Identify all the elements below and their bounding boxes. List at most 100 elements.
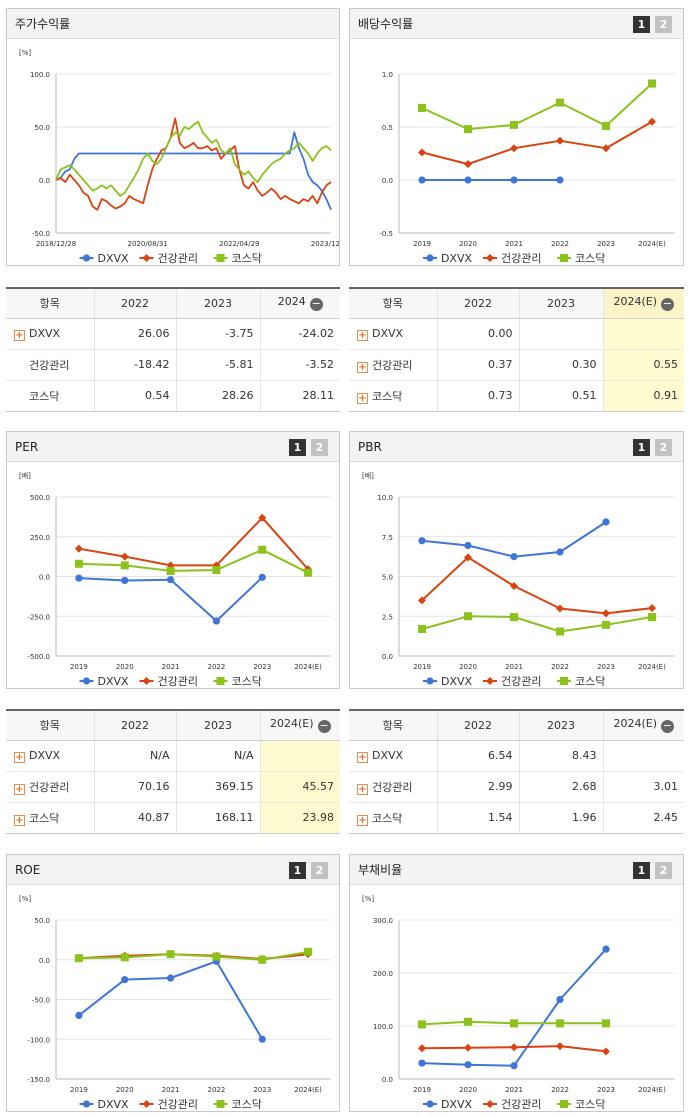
y-tick-label: -500.0 [27, 653, 50, 661]
x-tick-label: 2019 [413, 240, 431, 248]
expand-icon[interactable]: + [357, 783, 368, 795]
page-1-button[interactable]: 1 [633, 862, 650, 879]
stock-return-chart: [%] 100.0 50.0 0.0 -50.0 2018/12/28 2020/08/31… [19, 49, 340, 265]
data-point-dxvx [166, 576, 175, 584]
pbr-panel: PBR 1 2 [배] 10.0 7.5 5.0 2.5 0.0 2019 2020 2021 2… [349, 431, 684, 689]
row-label[interactable]: + DXVX [349, 318, 437, 350]
row-label[interactable]: + 코스닥 [14, 811, 60, 826]
collapse-icon[interactable]: − [661, 719, 675, 734]
row-label[interactable]: + 건강관리 [6, 771, 94, 803]
expand-icon[interactable]: + [357, 361, 368, 373]
row-label[interactable]: + DXVX [349, 740, 437, 772]
row-label[interactable]: + 코스닥 [357, 811, 403, 826]
page-2-button[interactable]: 2 [655, 862, 672, 879]
data-point-kosdaq [556, 627, 564, 636]
page-1-button[interactable]: 1 [633, 16, 650, 33]
pbr-title: PBR [350, 432, 683, 462]
y-tick-label: 2.5 [382, 613, 393, 621]
collapse-icon[interactable]: − [317, 719, 331, 734]
series-kosdaq [418, 612, 656, 636]
legend-item-healthcare[interactable]: 건강관리 [483, 252, 541, 265]
y-tick-label: 0.0 [382, 177, 393, 185]
x-tick-label: 2024(E) [638, 663, 666, 671]
y-tick-label: 0.0 [39, 957, 50, 965]
page-1-button[interactable]: 1 [289, 862, 306, 879]
page-1-button[interactable]: 1 [633, 439, 650, 456]
x-tick-label: 2023/12/28 [311, 240, 340, 248]
page-2-button[interactable]: 2 [655, 439, 672, 456]
legend-item-healthcare[interactable]: 건강관리 [139, 252, 198, 265]
data-point-dxvx [212, 617, 221, 625]
collapse-icon[interactable]: − [661, 297, 675, 312]
legend-label: DXVX [98, 252, 130, 265]
legend-item-kosdaq[interactable]: 코스닥 [213, 675, 262, 688]
legend-item-dxvx[interactable]: DXVX [79, 675, 130, 688]
page-2-button[interactable]: 2 [655, 16, 672, 33]
row-label[interactable]: + 코스닥 [357, 389, 403, 404]
row-label[interactable]: + DXVX [6, 318, 94, 350]
x-tick-label: 2022 [208, 1086, 226, 1094]
data-point-kosdaq [510, 1019, 518, 1028]
row-label[interactable]: + 건강관리 [349, 771, 437, 803]
y-tick-label: 250.0 [30, 534, 50, 542]
legend-item-healthcare[interactable]: 건강관리 [483, 675, 541, 688]
series-line-dxvx [78, 576, 263, 622]
data-point-dxvx [510, 1062, 518, 1070]
legend-item-healthcare[interactable]: 건강관리 [139, 675, 198, 688]
table-cell: 2.68 [518, 771, 603, 803]
table-cell: -5.81 [175, 349, 260, 381]
page-2-button[interactable]: 2 [311, 439, 328, 456]
table-cell: 0.30 [518, 349, 603, 381]
row-label[interactable]: + DXVX [6, 740, 94, 772]
data-point-dxvx [464, 541, 472, 550]
legend-marker [486, 254, 494, 262]
collapse-icon[interactable]: − [309, 297, 323, 312]
expand-icon[interactable]: + [14, 751, 25, 763]
legend-item-kosdaq[interactable]: 코스닥 [213, 252, 262, 265]
expand-icon[interactable]: + [357, 329, 368, 341]
legend-item-kosdaq[interactable]: 코스닥 [213, 1098, 262, 1111]
expand-icon[interactable]: + [14, 814, 25, 826]
table-cell: 168.11 [175, 802, 260, 833]
legend-item-kosdaq[interactable]: 코스닥 [557, 675, 605, 688]
page-2-button[interactable]: 2 [311, 862, 328, 879]
page-1-button[interactable]: 1 [289, 439, 306, 456]
expand-icon[interactable]: + [357, 814, 368, 826]
legend-item-kosdaq[interactable]: 코스닥 [557, 1098, 605, 1111]
legend-marker [142, 677, 151, 685]
legend-item-dxvx[interactable]: DXVX [79, 252, 130, 265]
data-point-healthcare [602, 1047, 610, 1056]
table-cell: -3.75 [175, 318, 260, 350]
y-tick-label: 10.0 [377, 494, 393, 502]
data-point-healthcare [464, 1043, 472, 1052]
table-row: + 건강관리 2.99 2.68 3.01 [349, 771, 684, 803]
legend-label: DXVX [441, 675, 473, 688]
data-point-kosdaq [120, 561, 129, 570]
expand-icon[interactable]: + [14, 783, 25, 795]
data-point-healthcare [120, 552, 129, 561]
legend-marker [560, 677, 568, 685]
table-row: + DXVX 6.54 8.43 [349, 740, 684, 772]
roe-title: ROE [7, 855, 339, 885]
legend-item-dxvx[interactable]: DXVX [79, 1098, 130, 1111]
legend-item-kosdaq[interactable]: 코스닥 [557, 252, 605, 265]
data-point-kosdaq [556, 98, 564, 107]
legend-item-dxvx[interactable]: DXVX [423, 252, 473, 265]
table-cell: 70.16 [93, 771, 176, 803]
row-label[interactable]: + 건강관리 [349, 349, 437, 381]
expand-icon[interactable]: + [14, 329, 25, 341]
legend-item-healthcare[interactable]: 건강관리 [483, 1098, 541, 1111]
expand-icon[interactable]: + [357, 392, 368, 404]
table-row: + 건강관리 70.16 369.15 45.57 [6, 771, 340, 803]
series-healthcare [418, 117, 656, 169]
x-tick-label: 2021 [505, 240, 523, 248]
expand-icon[interactable]: + [357, 751, 368, 763]
table-cell: 8.43 [518, 740, 603, 772]
x-tick-label: 2021 [162, 1086, 180, 1094]
legend-item-healthcare[interactable]: 건강관리 [139, 1098, 198, 1111]
table-cell: 1.96 [518, 802, 603, 833]
legend-item-dxvx[interactable]: DXVX [423, 675, 473, 688]
legend-item-dxvx[interactable]: DXVX [423, 1098, 473, 1111]
data-point-healthcare [510, 582, 518, 591]
data-point-dxvx [121, 976, 129, 984]
